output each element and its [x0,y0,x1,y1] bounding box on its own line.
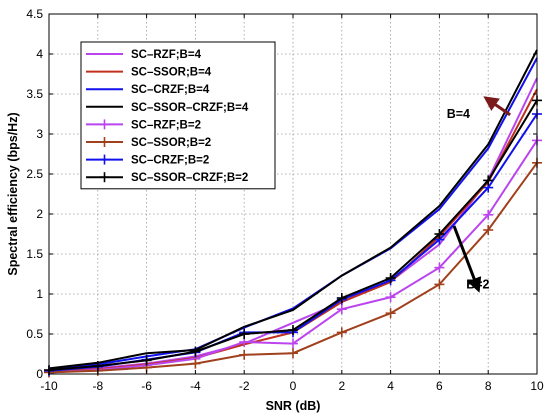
legend-label: SC–CRZF;B=2 [131,155,209,167]
legend-item: SC–SSOR–CRZF;B=2 [86,172,248,184]
annotation-arrow [452,225,482,293]
x-tick-label: 8 [485,379,492,393]
y-tick-label: 4 [36,47,43,61]
legend-item: SC–SSOR;B=2 [86,137,211,149]
x-tick-label: -10 [40,379,58,393]
annotation-label: B=4 [447,107,470,121]
axis-ticks: -10 -8 -6 -4 -2 0 2 4 6 8 10 0 0.5 1 1.5 2 2.5 3 3.5 4 4.5 [26,7,544,393]
x-tick-label: -6 [141,379,152,393]
annotation-arrow [483,96,512,117]
legend-item: SC–CRZF;B=2 [86,154,209,167]
legend-label: SC–SSOR;B=4 [131,67,212,79]
legend-item: SC–RZF;B=2 [86,119,201,131]
series-3 [48,57,538,371]
legend-label: SC–CRZF;B=4 [131,84,210,96]
legend-label: SC–SSOR;B=2 [131,137,211,149]
legend-box [80,41,276,190]
x-tick-label: 10 [530,379,544,393]
y-tick-label: 2.5 [26,167,43,181]
legend-item: SC–SSOR;B=4 [86,67,212,79]
x-axis-label: SNR (dB) [266,399,321,413]
legend-item: SC–RZF;B=4 [86,49,202,61]
x-tick-label: 2 [338,379,345,393]
y-tick-label: 3 [36,127,43,141]
annotation: B=4 [447,96,512,121]
series-line [48,49,538,370]
legend-label: SC–RZF;B=4 [131,49,202,61]
x-tick-label: -8 [92,379,103,393]
legend-label: SC–SSOR–CRZF;B=4 [131,102,249,114]
x-tick-label: 0 [290,379,297,393]
legend-label: SC–RZF;B=2 [131,119,201,131]
y-tick-label: 3.5 [26,87,43,101]
x-tick-label: 6 [436,379,443,393]
annotation-label: B=2 [466,277,489,291]
legend-label: SC–SSOR–CRZF;B=2 [131,172,248,184]
series-4 [48,49,538,370]
y-tick-label: 1.5 [26,247,43,261]
legend-item: SC–SSOR–CRZF;B=4 [86,102,249,114]
legend-item: SC–CRZF;B=4 [86,84,210,96]
annotations: B=4 B=2 [447,96,512,293]
y-tick-label: 1 [36,287,43,301]
y-axis-label: Spectral efficiency (bps/Hz) [6,112,20,275]
y-tick-label: 2 [36,207,43,221]
x-tick-label: 4 [387,379,394,393]
y-tick-label: 4.5 [26,7,43,21]
annotation: B=2 [452,225,490,293]
y-tick-label: 0.5 [26,327,43,341]
y-tick-label: 0 [36,367,43,381]
legend: SC–RZF;B=4 SC–SSOR;B=4 SC–CRZF;B=4 SC–SSOR–… [80,41,276,190]
x-tick-label: -4 [190,379,201,393]
series-line [48,57,538,371]
x-tick-label: -2 [239,379,250,393]
